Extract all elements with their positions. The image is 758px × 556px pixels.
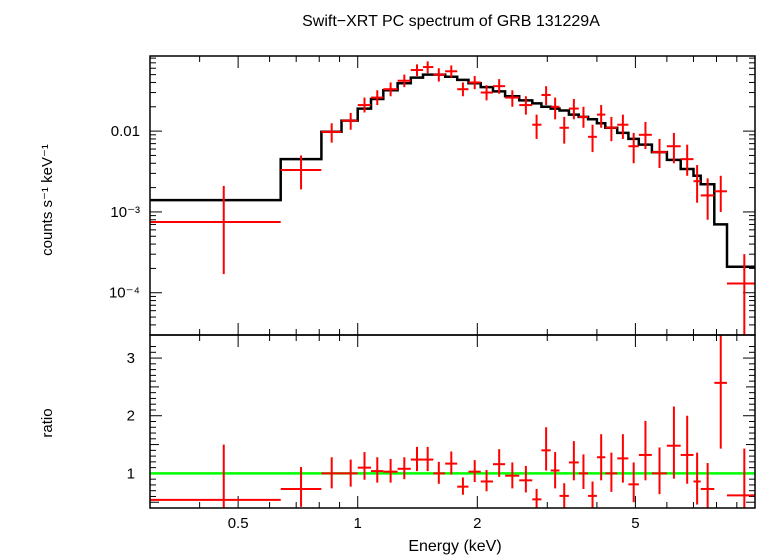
data-point (617, 114, 629, 139)
data-point (700, 178, 715, 220)
ratio-point (628, 462, 639, 503)
data-point (371, 90, 384, 106)
ratio-point (371, 457, 384, 483)
ratio-point (550, 452, 560, 489)
x-tick-label: 1 (354, 515, 362, 532)
ratio-point (605, 452, 618, 492)
data-point (680, 144, 694, 176)
ratio-point (666, 406, 681, 479)
data-point (423, 61, 434, 74)
ratio-point (638, 420, 652, 481)
ratio-point (505, 462, 520, 489)
top-y-tick-label: 0.01 (111, 123, 140, 140)
x-axis-label: Energy (keV) (408, 538, 501, 555)
data-point (341, 112, 358, 130)
data-point (321, 123, 342, 143)
ratio-point (680, 415, 694, 484)
ratio-point (578, 454, 589, 489)
ratio-point (532, 488, 542, 508)
data-point (480, 85, 493, 101)
ratio-point (651, 447, 667, 495)
data-point (568, 98, 579, 120)
data-point (578, 106, 589, 128)
chart-title: Swift−XRT PC spectrum of GRB 131229A (302, 13, 600, 30)
top-panel-ticks (149, 56, 755, 336)
data-point (357, 97, 372, 113)
model-step-line (150, 73, 755, 268)
ratio-point (480, 469, 493, 492)
data-point (666, 132, 681, 164)
data-point (492, 79, 506, 94)
x-tick-label: 2 (473, 515, 481, 532)
data-point (397, 74, 411, 88)
ratio-point (445, 451, 458, 475)
ratio-point (541, 427, 551, 471)
bottom-y-tick-label: 3 (127, 350, 135, 367)
data-point (532, 114, 542, 139)
ratio-point (492, 449, 506, 477)
data-point (693, 165, 701, 203)
ratio-point (693, 452, 701, 505)
ratio-point (383, 458, 398, 483)
ratio-point (280, 467, 322, 507)
data-point (651, 138, 667, 168)
ratio-point (410, 446, 424, 472)
bottom-y-axis-label: ratio (39, 408, 56, 437)
data-point (468, 76, 481, 90)
data-point (550, 97, 560, 120)
top-panel-data (150, 61, 755, 335)
data-point (628, 132, 639, 164)
ratio-point (559, 483, 569, 508)
data-point (714, 175, 727, 212)
bottom-panel-frame (149, 334, 756, 509)
data-point (410, 64, 424, 77)
ratio-point (519, 465, 533, 493)
top-y-tick-label: 10⁻³ (110, 204, 140, 221)
ratio-point (457, 477, 469, 495)
ratio-point (617, 434, 629, 483)
data-point (505, 90, 520, 107)
ratio-point (726, 448, 755, 508)
data-point (280, 155, 322, 190)
data-point (596, 105, 606, 128)
ratio-point (468, 460, 481, 483)
top-y-axis-label: counts s⁻¹ keV⁻¹ (39, 144, 56, 256)
data-point (383, 82, 398, 97)
ratio-point (150, 444, 281, 508)
ratio-point (397, 457, 411, 480)
ratio-point (341, 459, 358, 487)
ratio-point (433, 461, 446, 484)
data-point (726, 254, 755, 335)
data-point (457, 82, 469, 97)
ratio-point (714, 335, 727, 449)
ratio-point (596, 434, 606, 481)
ratio-point (357, 452, 372, 480)
data-point (605, 116, 618, 142)
ratio-point (321, 457, 342, 489)
data-point (150, 185, 281, 275)
bottom-y-tick-label: 1 (127, 465, 135, 482)
data-point (519, 96, 533, 115)
ratio-point (568, 441, 579, 481)
ratio-point (700, 463, 715, 508)
data-point (559, 116, 569, 144)
data-point (638, 121, 652, 150)
data-point (433, 68, 446, 82)
bottom-y-tick-label: 2 (127, 408, 135, 425)
ratio-point (588, 481, 597, 508)
tick-labels: 0.5 1 2 5 0.01 10⁻³ 10⁻⁴ 1 2 3 (109, 123, 640, 532)
data-point (541, 86, 551, 106)
top-y-tick-label: 10⁻⁴ (109, 285, 140, 302)
data-point (445, 65, 458, 78)
x-tick-label: 0.5 (228, 515, 249, 532)
ratio-point (423, 446, 434, 472)
data-point (588, 124, 597, 153)
bottom-panel-data (150, 335, 755, 508)
x-tick-label: 5 (631, 515, 639, 532)
